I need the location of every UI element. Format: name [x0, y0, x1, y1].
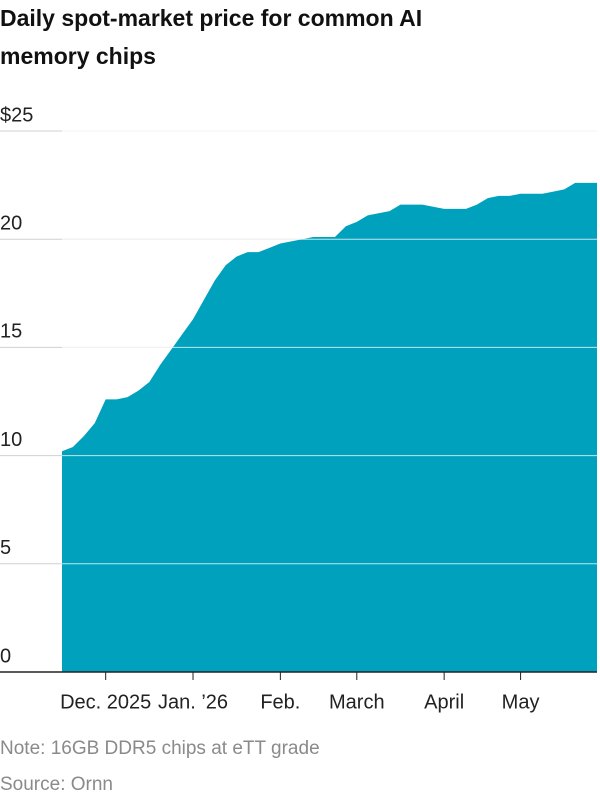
- y-tick-label: 10: [0, 429, 22, 451]
- x-tick-label: March: [329, 691, 385, 713]
- x-tick-label: Feb.: [260, 691, 300, 713]
- y-tick-label: 20: [0, 212, 22, 234]
- y-tick-label: $25: [0, 104, 33, 126]
- x-tick-label: May: [502, 691, 540, 713]
- source: Source: Ornn: [0, 774, 113, 795]
- x-tick-label: Jan. ’26: [158, 691, 228, 713]
- title-line: Daily spot-market price for common AI: [0, 5, 422, 31]
- title-line: memory chips: [0, 43, 156, 69]
- y-tick-label: 0: [0, 645, 11, 667]
- note: Note: 16GB DDR5 chips at eTT grade: [0, 738, 320, 759]
- y-tick-label: 15: [0, 321, 22, 343]
- area: [62, 182, 597, 672]
- chart-title: Daily spot-market price for common AI mem…: [0, 5, 422, 69]
- x-tick-label: Dec. 2025: [60, 691, 151, 713]
- x-tick-label: April: [424, 691, 464, 713]
- y-tick-label: 5: [0, 537, 11, 559]
